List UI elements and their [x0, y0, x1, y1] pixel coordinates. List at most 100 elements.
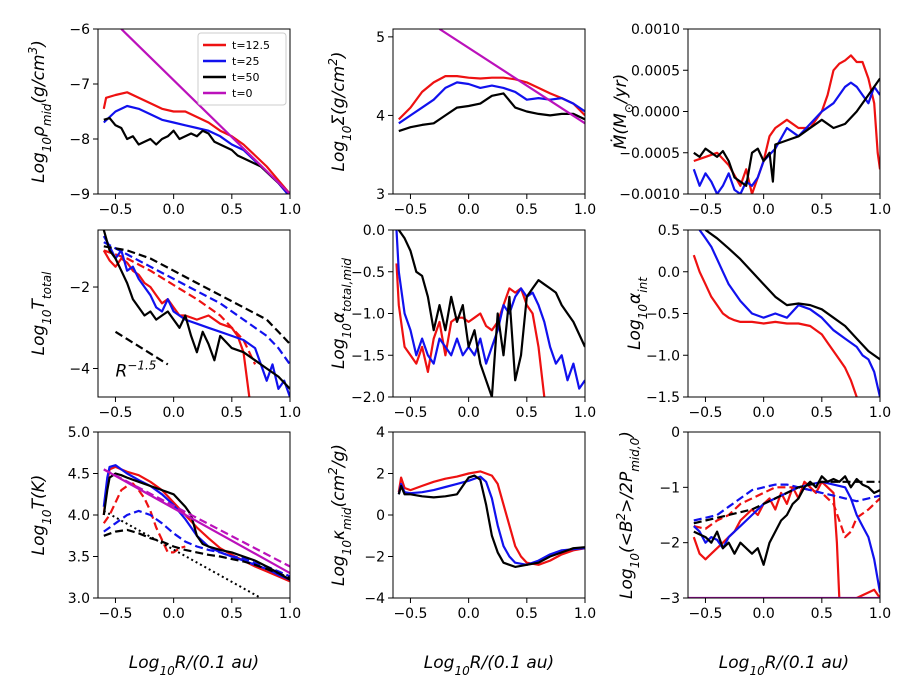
y-tick-label: −8: [69, 132, 90, 148]
series-group: [692, 54, 880, 194]
x-tick-label: 0.0: [458, 202, 480, 218]
legend: t=12.5 t=25 t=50 t=0: [197, 32, 287, 106]
series-t-50-dashed: [103, 245, 290, 345]
x-tick-label: 0.0: [458, 606, 480, 622]
series-t-50: [693, 77, 880, 187]
series-t-25: [395, 230, 585, 390]
y-tick-label: −2: [364, 550, 385, 566]
series-t-0: [103, 468, 290, 575]
series-t-25: [698, 230, 880, 397]
plot-frame: [687, 28, 881, 195]
legend-label: t=25: [232, 55, 260, 68]
y-tick-label: −1.5: [646, 390, 680, 406]
y-tick-label: 0: [671, 425, 680, 441]
x-tick-label: 1.0: [574, 202, 596, 218]
x-tick-label: 1.0: [279, 202, 301, 218]
x-axis-label: Log10R/(0.1 au): [424, 653, 554, 678]
y-tick-label: −0.5: [351, 265, 385, 281]
y-tick-label: 0: [376, 508, 385, 524]
y-tick-label: 4.5: [68, 467, 90, 483]
x-tick-label: −0.5: [688, 405, 722, 421]
series-t-50: [397, 230, 585, 397]
series-t-50-dashed: [103, 528, 290, 580]
x-tick-label: −0.5: [393, 606, 427, 622]
series-t-25: [693, 480, 880, 593]
x-tick-label: 0.0: [753, 202, 775, 218]
panel-p8: −0.5 0.0 0.5 1.0 −4 −2 0 2 4 Log10κmid(cm2/g) Log1…: [326, 425, 596, 678]
y-tick-label: 0.0: [363, 223, 385, 239]
x-tick-label: −0.5: [393, 405, 427, 421]
series-t-50: [397, 474, 585, 569]
y-tick-label: −2: [69, 280, 90, 296]
series-t-50-dashed: [693, 480, 880, 525]
series-t-25: [398, 81, 585, 125]
y-tick-label: −2: [659, 536, 680, 552]
legend-label: t=0: [232, 87, 253, 100]
y-axis-label: Log10T(K): [29, 475, 54, 556]
y-tick-label: 3.5: [68, 550, 90, 566]
x-tick-label: 1.0: [869, 405, 891, 421]
x-tick-label: 1.0: [869, 606, 891, 622]
x-tick-label: 0.5: [811, 405, 833, 421]
series-group: [692, 230, 880, 397]
y-tick-label: 4.0: [68, 508, 90, 524]
series-t-12-5-dashed: [693, 486, 880, 539]
series-t-12-5-dashed: [102, 482, 186, 554]
x-tick-label: 0.5: [221, 606, 243, 622]
x-tick-label: 0.5: [516, 606, 538, 622]
x-tick-label: 1.0: [279, 606, 301, 622]
y-tick-label: −1.5: [351, 348, 385, 364]
x-tick-label: 0.5: [221, 202, 243, 218]
x-tick-label: 1.0: [574, 405, 596, 421]
series-t-50: [103, 116, 290, 194]
series-t-12-5-tail: [856, 588, 880, 598]
y-tick-label: 5: [376, 30, 385, 46]
x-tick-label: 0.0: [753, 606, 775, 622]
series-r-1-5: [114, 330, 169, 366]
y-tick-label: 0.5: [658, 223, 680, 239]
series-group: [102, 230, 290, 397]
x-tick-label: 1.0: [574, 606, 596, 622]
y-axis-label: Log10αtotal,mid: [329, 258, 354, 369]
power-law-annotation: R−1.5: [115, 359, 156, 382]
series-t-0: [438, 29, 585, 125]
y-tick-label: 5.0: [68, 425, 90, 441]
series-t-25-dashed: [103, 509, 290, 578]
y-tick-label: −4: [364, 591, 385, 607]
series-group: [102, 29, 290, 194]
y-axis-label: Log10Σ(g/cm2): [326, 51, 354, 171]
series-t-12-5: [397, 470, 585, 566]
y-tick-label: 2: [376, 467, 385, 483]
x-tick-label: −0.5: [393, 202, 427, 218]
x-axis-label: Log10R/(0.1 au): [719, 653, 849, 678]
legend-box: [197, 32, 287, 106]
legend-label: t=50: [232, 71, 260, 84]
series-t-12-5: [398, 74, 585, 121]
x-tick-label: 1.0: [279, 405, 301, 421]
x-tick-label: −0.5: [98, 405, 132, 421]
series-t-12-5: [102, 91, 290, 194]
y-tick-label: −4: [69, 361, 90, 377]
series-group: [395, 230, 585, 397]
series-group: [398, 29, 585, 133]
plot-frame: [392, 229, 586, 398]
panel-p7: −0.5 0.0 0.5 1.0 3.0 3.5 4.0 4.5 5.0 Log10T(K) Log…: [29, 425, 301, 678]
y-tick-label: −6: [69, 22, 90, 38]
panel-p1: −0.5 0.0 0.5 1.0 −9 −8 −7 −6 Log10ρmid(g/cm3) t=1…: [26, 22, 301, 218]
panel-p9: −0.5 0.0 0.5 1.0 −3 −2 −1 0 Log10(<B2>/2Pmid,0) L…: [614, 425, 891, 678]
y-tick-label: −0.0005: [619, 146, 680, 162]
series-group: [688, 475, 880, 598]
x-tick-label: 0.5: [516, 405, 538, 421]
panel-p6: −0.5 0.0 0.5 1.0 −1.5 −1.0 −0.5 0.0 0.5 Log10αint: [625, 223, 891, 421]
y-tick-label: 0.0000: [631, 105, 680, 121]
series-t-12-5: [692, 480, 841, 598]
y-tick-label: −1.0: [351, 307, 385, 323]
plot-frame: [97, 28, 291, 195]
y-tick-label: −9: [69, 187, 90, 203]
y-tick-label: −3: [659, 591, 680, 607]
y-tick-label: 0.0010: [631, 22, 680, 38]
series-t-25-dashed: [103, 241, 290, 366]
x-tick-label: 0.5: [811, 606, 833, 622]
panel-p3: −0.5 0.0 0.5 1.0 −0.0010 −0.0005 0.0000 0.0005 0…: [610, 22, 891, 218]
